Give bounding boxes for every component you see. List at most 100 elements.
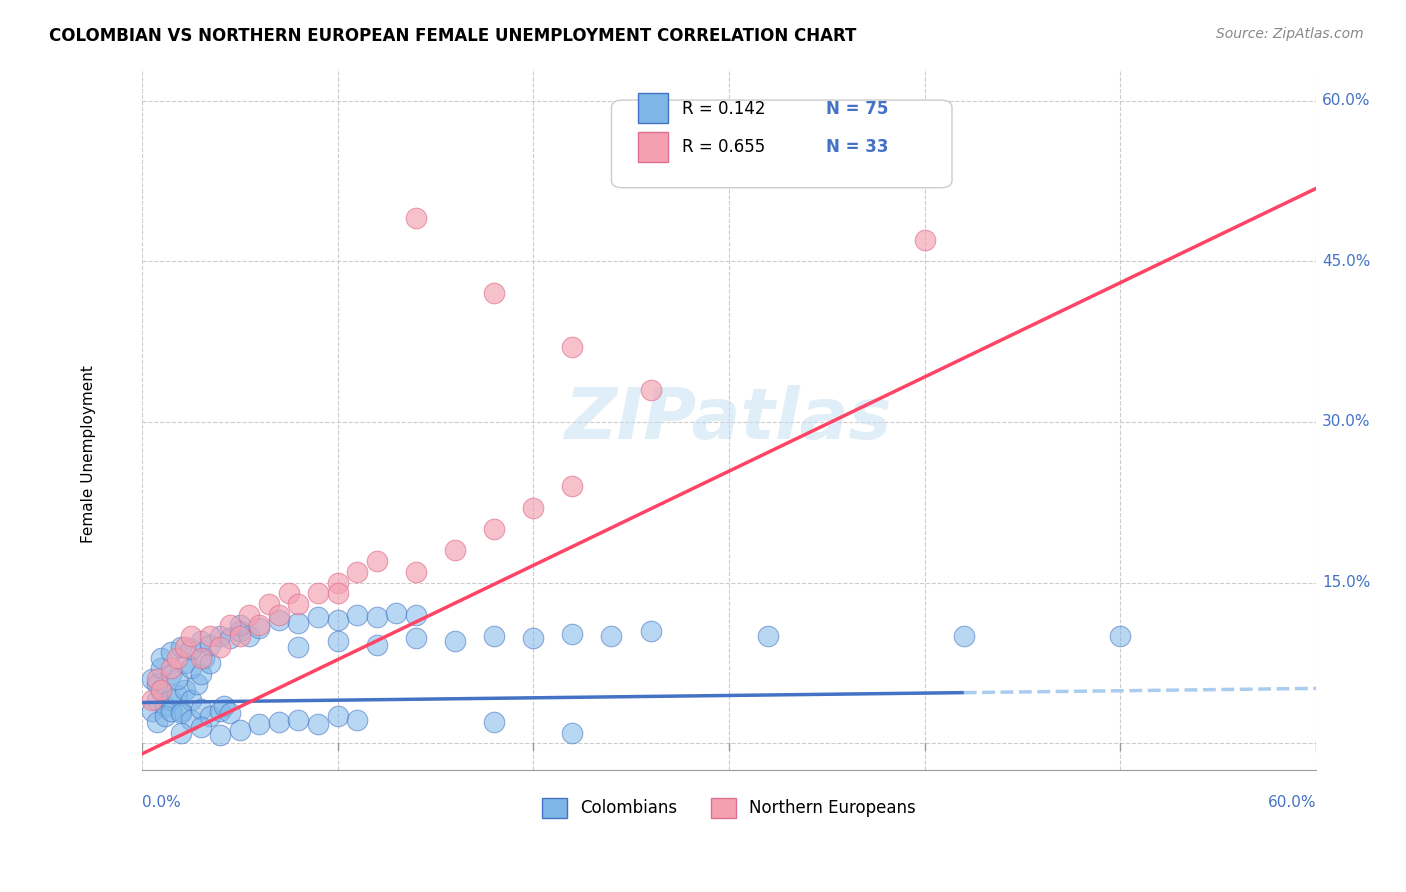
Point (150, 682, 173, 697)
Point (756, 629, 779, 643)
Point (190, 666, 212, 681)
Text: R = 0.142: R = 0.142 (682, 100, 765, 119)
Point (160, 666, 183, 681)
Point (228, 723, 250, 738)
Point (482, 286, 505, 301)
Point (166, 672, 188, 686)
Point (522, 632, 544, 646)
Point (180, 661, 202, 675)
Point (561, 340, 583, 354)
Point (287, 713, 309, 727)
Text: N = 33: N = 33 (827, 138, 889, 156)
Point (238, 607, 260, 622)
Point (561, 479, 583, 493)
Point (482, 629, 505, 643)
Point (444, 634, 467, 648)
Point (209, 704, 232, 718)
FancyBboxPatch shape (638, 93, 668, 122)
Point (150, 682, 173, 697)
Text: N = 75: N = 75 (827, 100, 889, 119)
Point (385, 606, 408, 620)
Point (173, 682, 195, 697)
FancyBboxPatch shape (638, 132, 668, 161)
Point (193, 650, 215, 665)
Point (166, 650, 188, 665)
Point (180, 642, 202, 657)
Legend: Colombians, Northern Europeans: Colombians, Northern Europeans (536, 791, 922, 825)
Point (155, 709, 177, 723)
Point (173, 656, 195, 670)
Point (366, 610, 388, 624)
Point (307, 717, 329, 731)
Point (141, 672, 163, 686)
Point (366, 554, 388, 568)
Point (326, 613, 349, 627)
Point (405, 565, 427, 579)
Point (219, 618, 242, 632)
Text: 0.0%: 0.0% (142, 795, 180, 810)
Point (146, 693, 169, 707)
Point (190, 702, 212, 716)
Point (444, 543, 467, 558)
Point (640, 624, 662, 638)
Point (141, 693, 163, 707)
Text: ZIPatlas: ZIPatlas (565, 384, 893, 454)
Point (640, 383, 662, 397)
Point (146, 714, 169, 729)
Point (326, 575, 349, 590)
Point (180, 629, 202, 643)
Text: 15.0%: 15.0% (1322, 575, 1371, 591)
Point (482, 714, 505, 729)
Point (150, 661, 173, 675)
Point (170, 725, 193, 739)
Point (277, 586, 299, 600)
Text: 60.0%: 60.0% (1322, 93, 1371, 108)
Point (405, 211, 427, 226)
Point (180, 713, 202, 727)
Point (247, 621, 270, 635)
Point (267, 607, 290, 622)
Point (219, 632, 242, 646)
Point (219, 706, 242, 721)
Point (170, 640, 193, 654)
Point (200, 709, 222, 723)
Point (160, 661, 183, 675)
Point (141, 704, 163, 718)
Point (170, 706, 193, 721)
Point (180, 693, 202, 707)
Text: 45.0%: 45.0% (1322, 254, 1371, 268)
Point (146, 677, 169, 691)
Point (346, 607, 368, 622)
Point (209, 629, 232, 643)
Point (267, 613, 290, 627)
Point (212, 698, 235, 713)
Point (405, 632, 427, 646)
Point (200, 629, 222, 643)
Point (247, 717, 270, 731)
Point (238, 629, 260, 643)
FancyBboxPatch shape (612, 100, 952, 188)
Point (287, 597, 309, 611)
Point (914, 233, 936, 247)
Point (173, 640, 195, 654)
Point (307, 610, 329, 624)
Point (146, 672, 169, 686)
Point (405, 607, 427, 622)
Point (287, 616, 309, 631)
Point (166, 688, 188, 702)
Point (346, 565, 368, 579)
Point (209, 728, 232, 742)
Point (600, 629, 623, 643)
Point (200, 656, 222, 670)
Point (228, 618, 250, 632)
Point (287, 640, 309, 654)
Point (561, 627, 583, 641)
Point (160, 693, 183, 707)
Point (366, 638, 388, 652)
Point (326, 586, 349, 600)
Point (150, 650, 173, 665)
Point (200, 638, 222, 652)
Point (326, 709, 349, 723)
Point (186, 677, 208, 691)
Point (209, 640, 232, 654)
